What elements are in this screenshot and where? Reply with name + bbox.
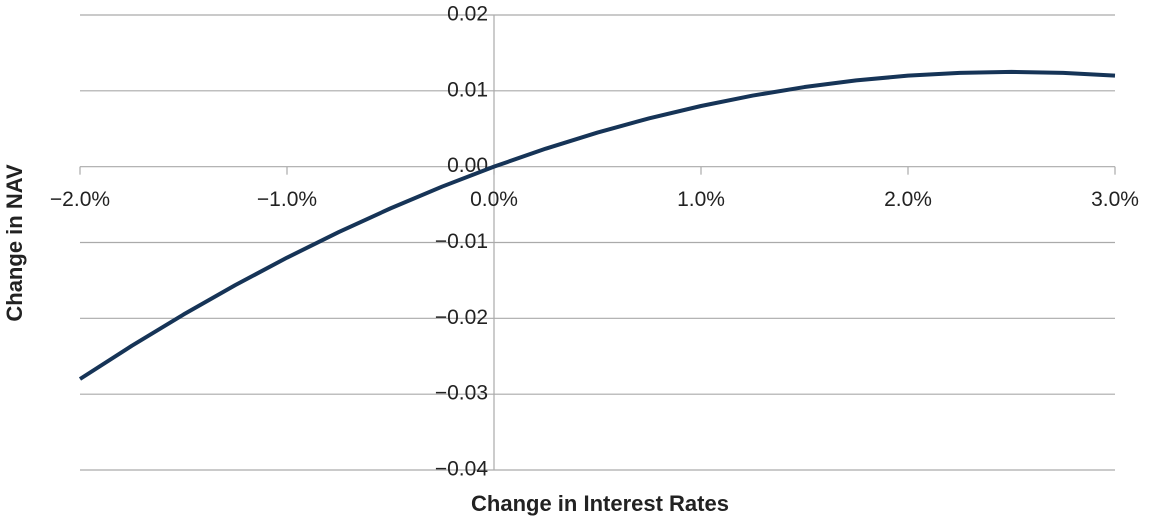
- x-tick-label: −2.0%: [50, 188, 110, 211]
- y-tick-label: −0.02: [435, 306, 488, 329]
- y-tick-label: −0.03: [435, 382, 488, 405]
- y-tick-label: 0.01: [447, 78, 488, 101]
- data-line: [78, 69, 1116, 381]
- y-tick-label: −0.01: [435, 230, 488, 253]
- x-tick-label: 3.0%: [1091, 188, 1139, 211]
- x-tick-label: 2.0%: [884, 188, 932, 211]
- y-tick-label: 0.00: [447, 154, 488, 177]
- x-tick-label: 0.0%: [470, 188, 518, 211]
- y-tick-label: −0.04: [435, 458, 488, 481]
- x-tick-label: 1.0%: [677, 188, 725, 211]
- x-axis-title: Change in Interest Rates: [471, 491, 729, 516]
- y-tick-label: 0.02: [447, 3, 488, 26]
- x-tick-label: −1.0%: [257, 188, 317, 211]
- y-axis-title: Change in NAV: [2, 164, 27, 322]
